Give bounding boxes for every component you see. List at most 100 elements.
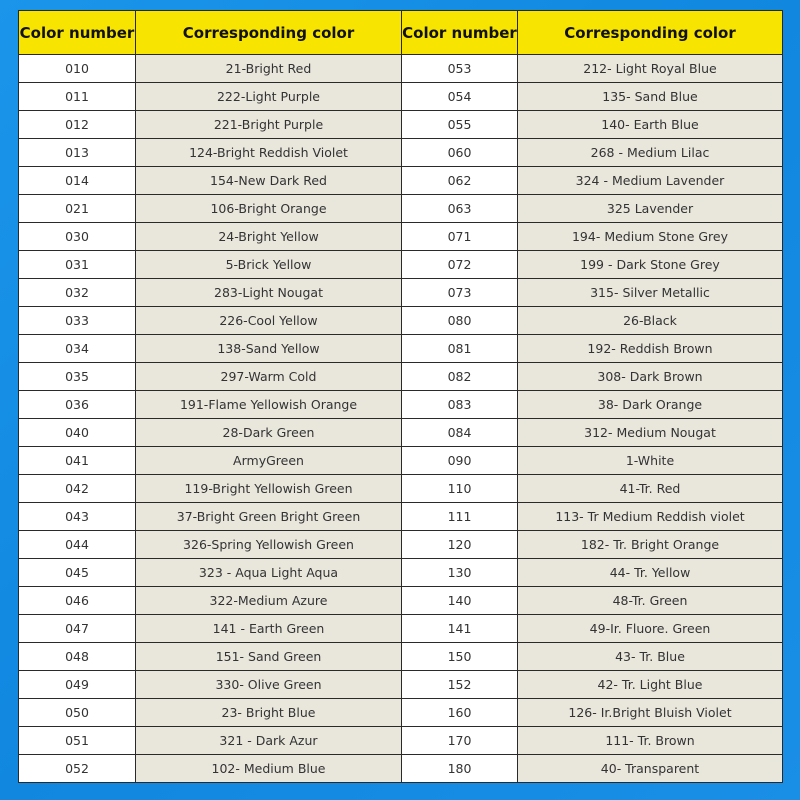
table-row: 051 321 - Dark Azur 170 111- Tr. Brown — [18, 726, 783, 755]
color-number-cell: 170 — [401, 726, 518, 755]
color-number-cell: 014 — [18, 166, 136, 195]
color-name-cell: 283-Light Nougat — [135, 278, 402, 307]
color-name-cell: 40- Transparent — [517, 754, 783, 783]
color-name-cell: 312- Medium Nougat — [517, 418, 783, 447]
color-name-cell: 322-Medium Azure — [135, 586, 402, 615]
color-name-cell: 199 - Dark Stone Grey — [517, 250, 783, 279]
color-number-cell: 042 — [18, 474, 136, 503]
color-name-cell: 138-Sand Yellow — [135, 334, 402, 363]
color-number-cell: 063 — [401, 194, 518, 223]
table-row: 050 23- Bright Blue 160 126- Ir.Bright Blui… — [18, 698, 783, 727]
color-name-cell: 113- Tr Medium Reddish violet — [517, 502, 783, 531]
color-name-cell: 23- Bright Blue — [135, 698, 402, 727]
color-name-cell: 49-Ir. Fluore. Green — [517, 614, 783, 643]
header-color-number: Color number — [401, 10, 518, 55]
color-name-cell: 194- Medium Stone Grey — [517, 222, 783, 251]
color-name-cell: 24-Bright Yellow — [135, 222, 402, 251]
color-name-cell: 141 - Earth Green — [135, 614, 402, 643]
table-row: 014 154-New Dark Red 062 324 - Medium Laven… — [18, 166, 783, 195]
color-number-cell: 072 — [401, 250, 518, 279]
color-number-cell: 141 — [401, 614, 518, 643]
color-number-cell: 073 — [401, 278, 518, 307]
color-name-cell: 321 - Dark Azur — [135, 726, 402, 755]
color-name-cell: 119-Bright Yellowish Green — [135, 474, 402, 503]
color-number-cell: 084 — [401, 418, 518, 447]
color-number-cell: 048 — [18, 642, 136, 671]
color-number-cell: 043 — [18, 502, 136, 531]
color-name-cell: 297-Warm Cold — [135, 362, 402, 391]
color-name-cell: 126- Ir.Bright Bluish Violet — [517, 698, 783, 727]
color-number-cell: 081 — [401, 334, 518, 363]
color-name-cell: 28-Dark Green — [135, 418, 402, 447]
color-name-cell: 48-Tr. Green — [517, 586, 783, 615]
table-row: 041 ArmyGreen 090 1-White — [18, 446, 783, 475]
color-name-cell: 315- Silver Metallic — [517, 278, 783, 307]
color-number-cell: 012 — [18, 110, 136, 139]
color-name-cell: 44- Tr. Yellow — [517, 558, 783, 587]
color-number-cell: 046 — [18, 586, 136, 615]
color-name-cell: 308- Dark Brown — [517, 362, 783, 391]
table-row: 047 141 - Earth Green 141 49-Ir. Fluore. Gr… — [18, 614, 783, 643]
color-number-cell: 033 — [18, 306, 136, 335]
color-number-cell: 011 — [18, 82, 136, 111]
color-name-cell: 5-Brick Yellow — [135, 250, 402, 279]
color-number-cell: 060 — [401, 138, 518, 167]
color-name-cell: 151- Sand Green — [135, 642, 402, 671]
color-number-cell: 152 — [401, 670, 518, 699]
color-name-cell: 140- Earth Blue — [517, 110, 783, 139]
table-row: 030 24-Bright Yellow 071 194- Medium Stone … — [18, 222, 783, 251]
color-number-cell: 130 — [401, 558, 518, 587]
color-name-cell: 154-New Dark Red — [135, 166, 402, 195]
color-name-cell: 37-Bright Green Bright Green — [135, 502, 402, 531]
table-row: 049 330- Olive Green 152 42- Tr. Light Blue — [18, 670, 783, 699]
color-name-cell: 326-Spring Yellowish Green — [135, 530, 402, 559]
color-number-cell: 010 — [18, 54, 136, 83]
color-number-cell: 021 — [18, 194, 136, 223]
color-chart: Color number Corresponding color Color n… — [18, 10, 783, 790]
color-number-cell: 082 — [401, 362, 518, 391]
color-number-cell: 052 — [18, 754, 136, 783]
color-number-cell: 040 — [18, 418, 136, 447]
color-number-cell: 080 — [401, 306, 518, 335]
table-row: 044 326-Spring Yellowish Green 120 182- Tr.… — [18, 530, 783, 559]
color-number-cell: 071 — [401, 222, 518, 251]
color-number-cell: 049 — [18, 670, 136, 699]
table-row: 048 151- Sand Green 150 43- Tr. Blue — [18, 642, 783, 671]
header-corresponding-color: Corresponding color — [517, 10, 783, 55]
table-row: 040 28-Dark Green 084 312- Medium Nougat — [18, 418, 783, 447]
table-row: 036 191-Flame Yellowish Orange 083 38- Dark… — [18, 390, 783, 419]
color-name-cell: 182- Tr. Bright Orange — [517, 530, 783, 559]
color-number-cell: 160 — [401, 698, 518, 727]
color-number-cell: 051 — [18, 726, 136, 755]
color-number-cell: 035 — [18, 362, 136, 391]
color-name-cell: 1-White — [517, 446, 783, 475]
color-name-cell: 221-Bright Purple — [135, 110, 402, 139]
color-name-cell: 212- Light Royal Blue — [517, 54, 783, 83]
color-number-cell: 044 — [18, 530, 136, 559]
color-name-cell: 324 - Medium Lavender — [517, 166, 783, 195]
color-name-cell: 222-Light Purple — [135, 82, 402, 111]
color-name-cell: 135- Sand Blue — [517, 82, 783, 111]
color-name-cell: 192- Reddish Brown — [517, 334, 783, 363]
color-name-cell: 325 Lavender — [517, 194, 783, 223]
color-name-cell: 268 - Medium Lilac — [517, 138, 783, 167]
table-row: 031 5-Brick Yellow 072 199 - Dark Stone Gre… — [18, 250, 783, 279]
table-row: 035 297-Warm Cold 082 308- Dark Brown — [18, 362, 783, 391]
color-number-cell: 036 — [18, 390, 136, 419]
color-number-cell: 090 — [401, 446, 518, 475]
color-name-cell: ArmyGreen — [135, 446, 402, 475]
color-name-cell: 102- Medium Blue — [135, 754, 402, 783]
color-number-cell: 047 — [18, 614, 136, 643]
color-name-cell: 191-Flame Yellowish Orange — [135, 390, 402, 419]
header-color-number: Color number — [18, 10, 136, 55]
table-row: 034 138-Sand Yellow 081 192- Reddish Brown — [18, 334, 783, 363]
table-row: 012 221-Bright Purple 055 140- Earth Blue — [18, 110, 783, 139]
table-row: 033 226-Cool Yellow 080 26-Black — [18, 306, 783, 335]
table-row: 021 106-Bright Orange 063 325 Lavender — [18, 194, 783, 223]
color-number-cell: 050 — [18, 698, 136, 727]
color-name-cell: 41-Tr. Red — [517, 474, 783, 503]
table-row: 046 322-Medium Azure 140 48-Tr. Green — [18, 586, 783, 615]
color-number-cell: 150 — [401, 642, 518, 671]
table-row: 052 102- Medium Blue 180 40- Transparent — [18, 754, 783, 783]
table-row: 043 37-Bright Green Bright Green 111 113- T… — [18, 502, 783, 531]
